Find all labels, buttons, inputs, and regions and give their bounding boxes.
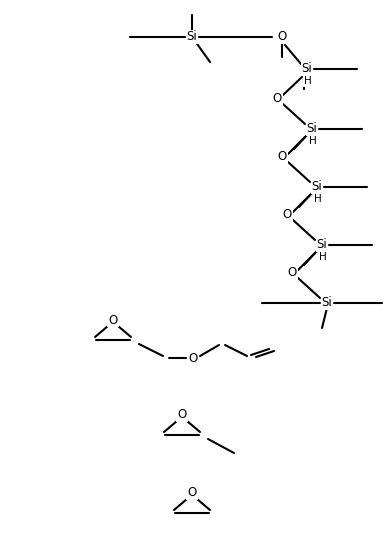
Text: O: O: [272, 93, 282, 105]
Text: O: O: [277, 31, 287, 44]
Text: Si: Si: [312, 181, 323, 194]
Text: H: H: [319, 252, 327, 262]
Text: O: O: [277, 151, 287, 164]
Text: Si: Si: [301, 62, 312, 75]
Text: Si: Si: [317, 238, 327, 251]
Text: H: H: [304, 76, 312, 86]
Text: O: O: [187, 486, 197, 499]
Text: O: O: [188, 351, 198, 365]
Text: Si: Si: [187, 31, 197, 44]
Text: O: O: [108, 314, 118, 327]
Text: O: O: [287, 266, 297, 280]
Text: Si: Si: [307, 123, 317, 136]
Text: Si: Si: [322, 296, 332, 309]
Text: H: H: [314, 194, 322, 204]
Text: O: O: [282, 209, 292, 222]
Text: O: O: [177, 408, 187, 421]
Text: H: H: [309, 136, 317, 146]
